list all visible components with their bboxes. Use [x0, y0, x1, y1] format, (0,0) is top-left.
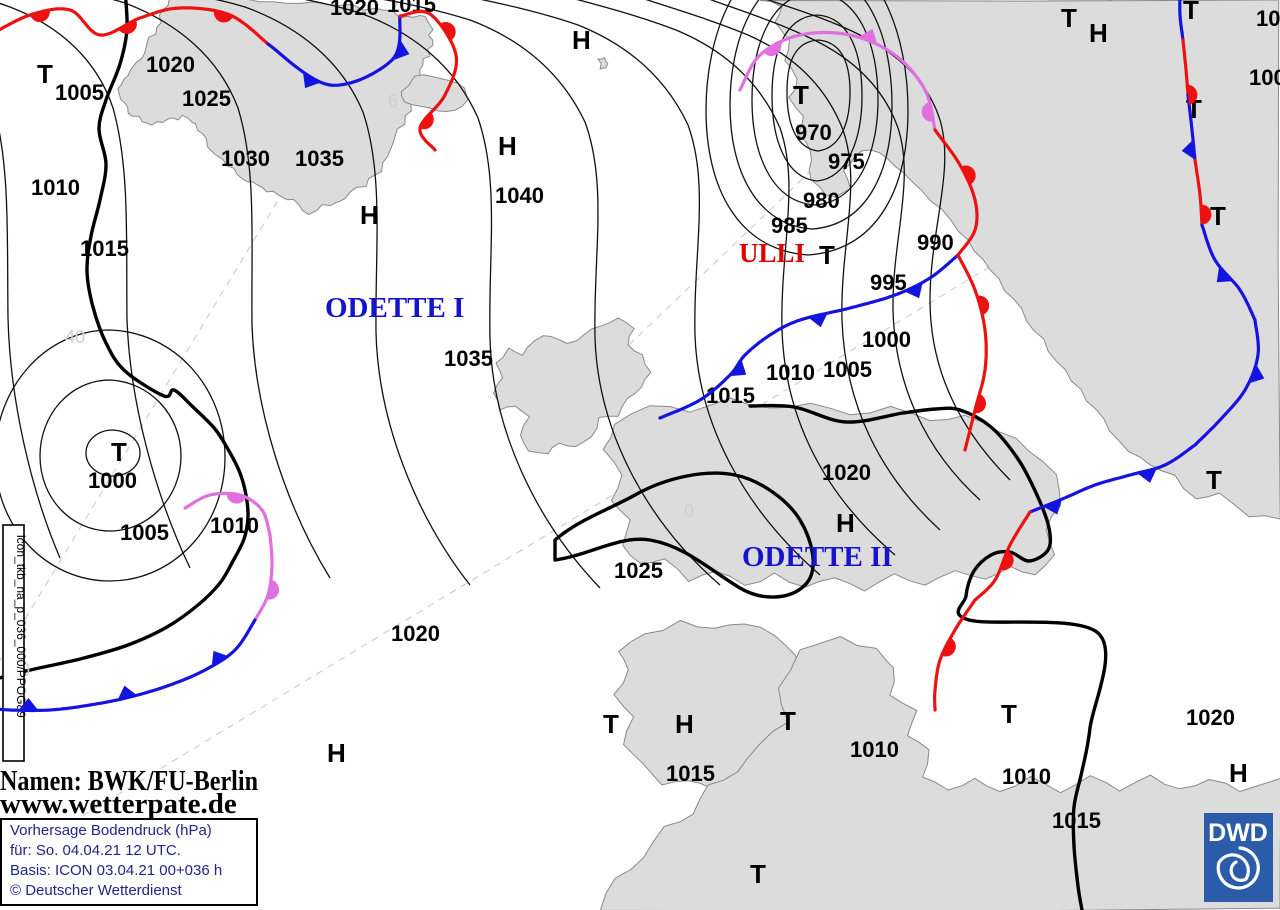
svg-text:T: T — [1183, 0, 1199, 25]
svg-text:1000: 1000 — [88, 468, 137, 493]
svg-text:1005: 1005 — [120, 520, 169, 545]
svg-text:1010: 1010 — [1256, 6, 1280, 31]
svg-text:H: H — [360, 200, 379, 230]
svg-text:6: 6 — [388, 91, 398, 111]
svg-text:© Deutscher Wetterdienst: © Deutscher Wetterdienst — [10, 882, 183, 899]
svg-text:1010: 1010 — [210, 513, 259, 538]
svg-text:T: T — [37, 59, 53, 89]
svg-text:1010: 1010 — [850, 737, 899, 762]
svg-text:T: T — [1210, 201, 1226, 231]
svg-text:T: T — [1061, 3, 1077, 33]
svg-text:H: H — [327, 738, 346, 768]
svg-text:1020: 1020 — [146, 52, 195, 77]
svg-text:H: H — [1229, 758, 1248, 788]
svg-text:T: T — [1206, 465, 1222, 495]
svg-text:1015: 1015 — [80, 236, 129, 261]
svg-text:1030: 1030 — [221, 146, 270, 171]
svg-text:0: 0 — [684, 501, 694, 521]
svg-text:1035: 1035 — [295, 146, 344, 171]
svg-text:1005: 1005 — [55, 80, 104, 105]
svg-text:40: 40 — [65, 327, 85, 347]
svg-text:H: H — [675, 709, 694, 739]
svg-text:ODETTE II: ODETTE II — [742, 541, 893, 573]
svg-text:990: 990 — [917, 230, 954, 255]
svg-text:1010: 1010 — [31, 175, 80, 200]
svg-text:1020: 1020 — [330, 0, 379, 20]
svg-text:1015: 1015 — [1052, 808, 1101, 833]
svg-text:1005: 1005 — [1249, 65, 1280, 90]
svg-text:icon_tkb_na_p_036_000/PPOG89: icon_tkb_na_p_036_000/PPOG89 — [14, 535, 28, 718]
svg-text:H: H — [1089, 18, 1108, 48]
svg-text:Vorhersage Bodendruck (hPa): Vorhersage Bodendruck (hPa) — [10, 822, 212, 839]
svg-text:H: H — [836, 508, 855, 538]
svg-text:1025: 1025 — [182, 86, 231, 111]
svg-text:H: H — [572, 25, 591, 55]
svg-text:1020: 1020 — [391, 621, 440, 646]
svg-text:T: T — [603, 709, 619, 739]
svg-text:1025: 1025 — [614, 558, 663, 583]
svg-text:1035: 1035 — [444, 346, 493, 371]
svg-text:ODETTE I: ODETTE I — [325, 292, 464, 324]
svg-text:1040: 1040 — [495, 183, 544, 208]
svg-text:1020: 1020 — [822, 460, 871, 485]
svg-text:T: T — [780, 706, 796, 736]
svg-text:ULLI: ULLI — [739, 238, 805, 268]
svg-text:975: 975 — [828, 149, 865, 174]
svg-text:T: T — [750, 859, 766, 889]
svg-text:1005: 1005 — [823, 357, 872, 382]
svg-text:H: H — [498, 131, 517, 161]
svg-text:www.wetterpate.de: www.wetterpate.de — [0, 788, 237, 820]
svg-text:1015: 1015 — [706, 383, 755, 408]
svg-text:T: T — [111, 437, 127, 467]
svg-text:1020: 1020 — [1186, 705, 1235, 730]
svg-text:DWD: DWD — [1208, 819, 1268, 847]
svg-text:für: So. 04.04.21 12 UTC.: für: So. 04.04.21 12 UTC. — [10, 842, 181, 859]
svg-text:T: T — [1001, 699, 1017, 729]
svg-text:1010: 1010 — [1002, 764, 1051, 789]
svg-text:980: 980 — [803, 188, 840, 213]
svg-text:1010: 1010 — [766, 360, 815, 385]
svg-text:T: T — [793, 80, 809, 110]
svg-text:1015: 1015 — [666, 761, 715, 786]
svg-text:T: T — [819, 240, 835, 270]
svg-text:985: 985 — [771, 213, 808, 238]
svg-text:1000: 1000 — [862, 327, 911, 352]
svg-text:970: 970 — [795, 120, 832, 145]
svg-text:Basis: ICON 03.04.21 00+036 h: Basis: ICON 03.04.21 00+036 h — [10, 862, 222, 879]
